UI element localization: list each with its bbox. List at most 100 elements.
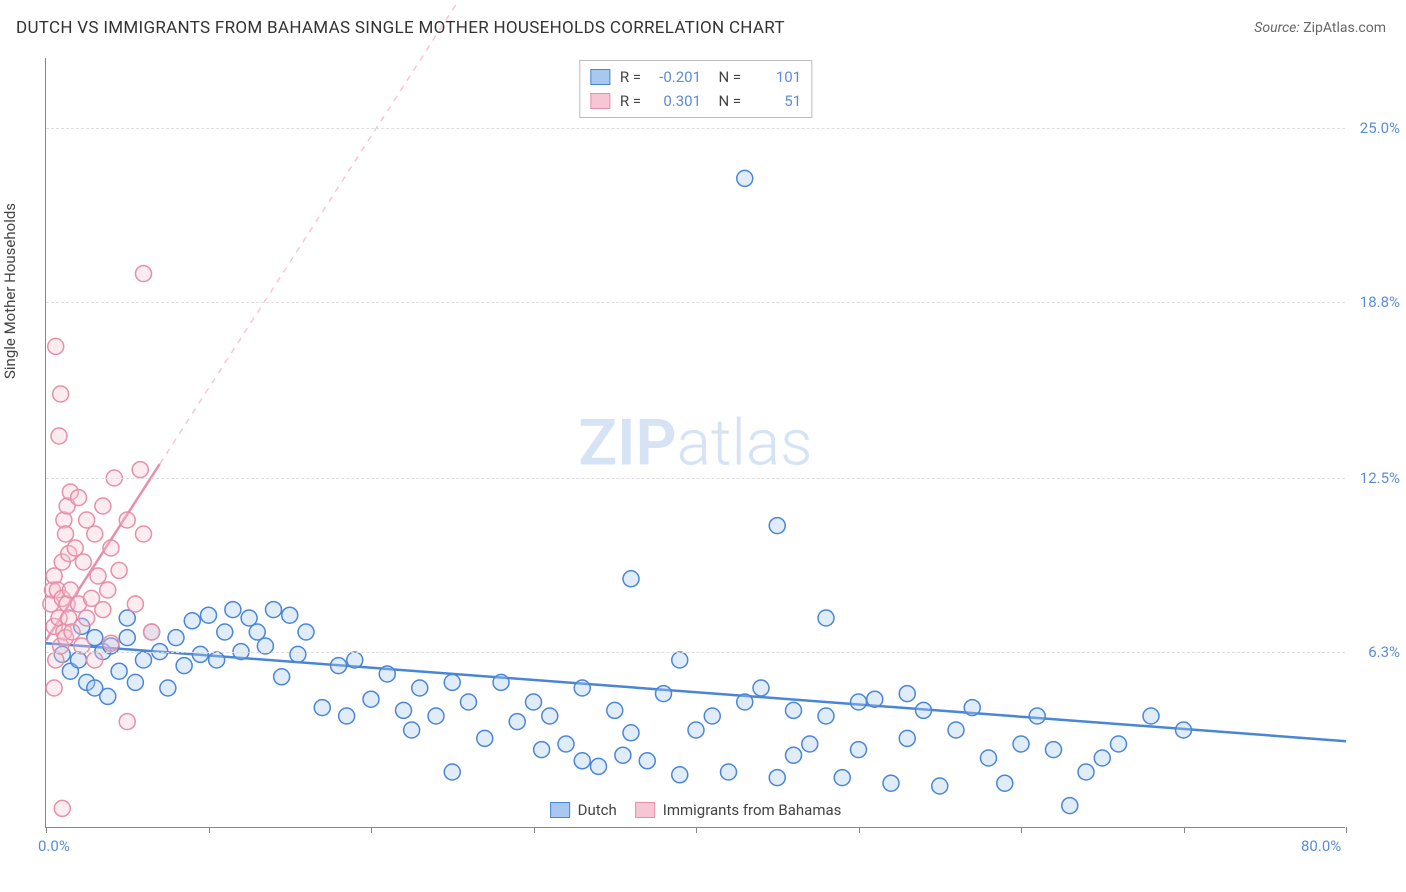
data-point <box>79 512 95 528</box>
data-point <box>615 747 631 763</box>
data-point <box>802 736 818 752</box>
x-tick-mark <box>696 827 697 833</box>
data-point <box>574 680 590 696</box>
data-point <box>639 753 655 769</box>
legend-r-label: R = <box>620 65 641 89</box>
gridline <box>46 128 1345 129</box>
data-point <box>542 708 558 724</box>
data-point <box>786 747 802 763</box>
data-point <box>558 736 574 752</box>
data-point <box>574 753 590 769</box>
data-point <box>111 663 127 679</box>
data-point <box>526 694 542 710</box>
data-point <box>444 764 460 780</box>
data-point <box>127 674 143 690</box>
legend-swatch <box>590 93 610 109</box>
data-point <box>916 702 932 718</box>
source-attribution: Source: ZipAtlas.com <box>1254 20 1386 36</box>
data-point <box>71 490 87 506</box>
data-point <box>90 568 106 584</box>
data-point <box>964 700 980 716</box>
data-point <box>119 714 135 730</box>
data-point <box>136 652 152 668</box>
data-point <box>1176 722 1192 738</box>
data-point <box>217 624 233 640</box>
data-point <box>46 680 62 696</box>
data-point <box>948 722 964 738</box>
legend-swatch <box>635 802 655 818</box>
legend-r-label: R = <box>620 89 641 113</box>
x-tick-mark <box>209 827 210 833</box>
legend-r-value: 0.301 <box>651 89 701 113</box>
data-point <box>274 669 290 685</box>
data-point <box>591 758 607 774</box>
y-axis-label: Single Mother Households <box>1 203 19 379</box>
data-point <box>412 680 428 696</box>
data-point <box>95 602 111 618</box>
data-point <box>1094 750 1110 766</box>
data-point <box>87 652 103 668</box>
legend-n-value: 101 <box>751 65 801 89</box>
data-point <box>688 722 704 738</box>
source-value: ZipAtlas.com <box>1303 20 1386 36</box>
legend-stats: R =-0.201 N =101R =0.301 N =51 <box>579 60 812 118</box>
data-point <box>100 688 116 704</box>
x-tick-mark <box>1021 827 1022 833</box>
data-point <box>111 562 127 578</box>
data-point <box>1013 736 1029 752</box>
data-point <box>672 767 688 783</box>
data-point <box>1062 798 1078 814</box>
data-point <box>1078 764 1094 780</box>
data-point <box>672 652 688 668</box>
data-point <box>753 680 769 696</box>
x-tick-mark <box>859 827 860 833</box>
gridline <box>46 302 1345 303</box>
data-point <box>379 666 395 682</box>
data-point <box>769 518 785 534</box>
data-point <box>209 652 225 668</box>
data-point <box>241 610 257 626</box>
data-point <box>249 624 265 640</box>
data-point <box>132 462 148 478</box>
data-point <box>62 582 78 598</box>
data-point <box>737 694 753 710</box>
data-point <box>331 658 347 674</box>
x-tick-mark <box>1184 827 1185 833</box>
data-point <box>1143 708 1159 724</box>
trend-line-extension <box>160 0 485 464</box>
legend-series-item: Dutch <box>550 801 617 819</box>
data-point <box>493 674 509 690</box>
source-label: Source: <box>1254 20 1299 36</box>
data-point <box>851 694 867 710</box>
legend-series-label: Immigrants from Bahamas <box>663 801 842 819</box>
data-point <box>899 730 915 746</box>
data-point <box>477 730 493 746</box>
data-point <box>119 512 135 528</box>
data-point <box>899 686 915 702</box>
data-point <box>981 750 997 766</box>
data-point <box>282 607 298 623</box>
chart-svg <box>46 58 1345 827</box>
data-point <box>127 596 143 612</box>
data-point <box>347 652 363 668</box>
data-point <box>769 770 785 786</box>
legend-n-label: N = <box>711 89 741 113</box>
data-point <box>103 635 119 651</box>
legend-stats-row: R =-0.201 N =101 <box>590 65 801 89</box>
data-point <box>67 540 83 556</box>
data-point <box>1029 708 1045 724</box>
data-point <box>623 571 639 587</box>
y-tick-label: 25.0% <box>1360 119 1400 137</box>
data-point <box>136 526 152 542</box>
data-point <box>298 624 314 640</box>
data-point <box>168 630 184 646</box>
x-tick-label: 80.0% <box>1301 837 1341 855</box>
y-tick-label: 12.5% <box>1360 469 1400 487</box>
plot-area: ZIPatlas R =-0.201 N =101R =0.301 N =51 … <box>45 58 1345 828</box>
data-point <box>534 742 550 758</box>
x-tick-mark <box>1346 827 1347 833</box>
data-point <box>461 694 477 710</box>
data-point <box>834 770 850 786</box>
data-point <box>509 714 525 730</box>
data-point <box>87 526 103 542</box>
